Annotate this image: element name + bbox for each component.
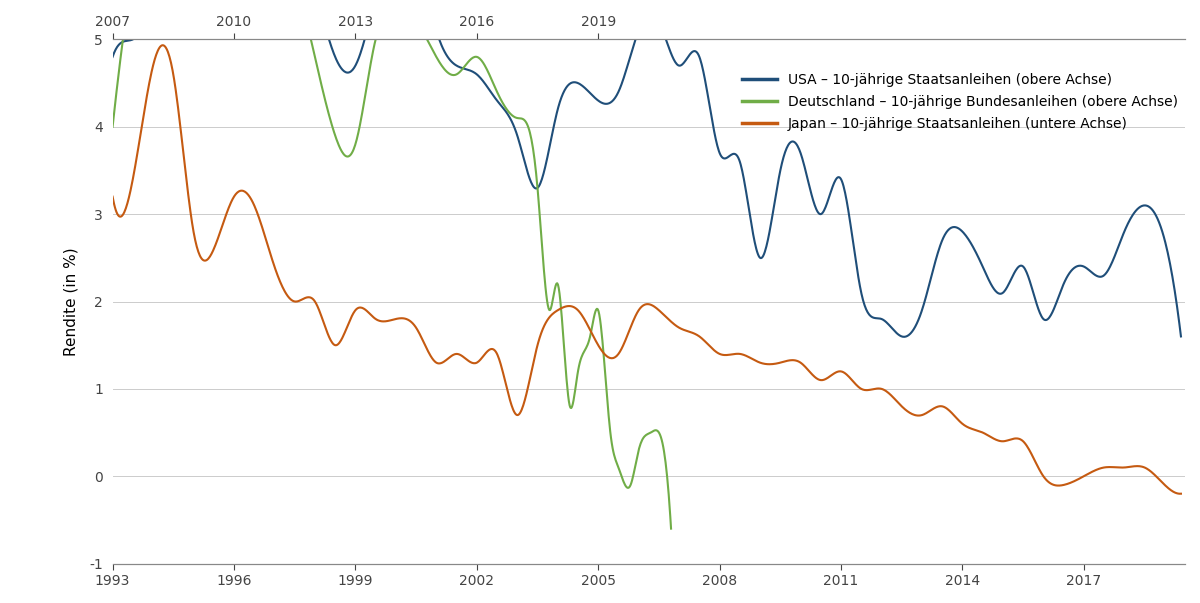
Legend: USA – 10-jährige Staatsanleihen (obere Achse), Deutschland – 10-jährige Bundesan: USA – 10-jährige Staatsanleihen (obere A… xyxy=(743,72,1178,131)
Y-axis label: Rendite (in %): Rendite (in %) xyxy=(64,247,78,356)
